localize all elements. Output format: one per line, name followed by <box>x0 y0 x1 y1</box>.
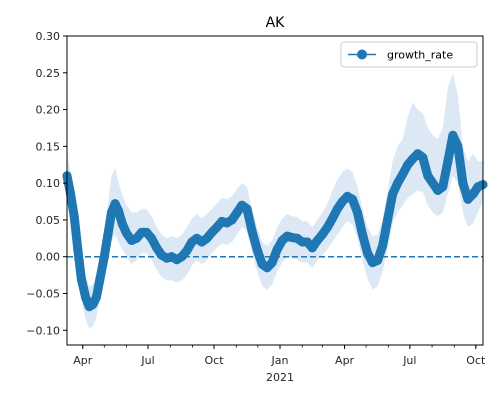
data-point <box>110 199 120 209</box>
data-point <box>468 189 478 199</box>
data-point <box>348 194 357 204</box>
data-point <box>122 228 131 238</box>
x-tick-label: Apr <box>73 354 93 367</box>
data-point <box>272 244 282 254</box>
data-point <box>423 171 433 181</box>
data-point <box>332 204 342 214</box>
x-tick-label: Oct <box>205 354 225 367</box>
data-point <box>95 274 105 284</box>
data-point <box>99 252 109 262</box>
data-point <box>88 300 98 309</box>
x-tick-label: Jul <box>402 354 416 367</box>
data-point <box>322 222 332 232</box>
data-point <box>443 156 453 166</box>
data-point <box>212 222 222 232</box>
data-point <box>114 206 124 216</box>
data-point <box>307 243 317 253</box>
x-tick-label: Oct <box>466 354 486 367</box>
confidence-band <box>67 72 483 329</box>
data-point <box>242 204 252 214</box>
data-point <box>317 230 327 240</box>
data-point <box>81 292 91 302</box>
data-point <box>453 141 463 151</box>
data-point <box>312 236 322 245</box>
data-point <box>182 246 192 256</box>
y-tick-label: 0.10 <box>36 177 61 190</box>
y-tick-label: −0.05 <box>26 288 60 301</box>
x-tick-label: Jan <box>271 354 289 367</box>
x-tick-label: Apr <box>335 354 355 367</box>
legend-marker <box>357 49 367 60</box>
series-points <box>62 130 488 312</box>
data-point <box>373 255 383 265</box>
data-point <box>428 178 438 188</box>
data-point <box>142 227 152 237</box>
confidence-band-area <box>67 72 483 329</box>
data-point <box>247 226 257 236</box>
plot-frame <box>66 35 484 346</box>
y-tick-label: 0.30 <box>36 30 61 43</box>
data-point <box>403 160 413 170</box>
data-point <box>202 233 212 243</box>
data-point <box>69 211 79 221</box>
chart-title: AK <box>266 15 286 31</box>
y-tick-label: 0.25 <box>36 67 61 80</box>
data-point <box>418 152 428 162</box>
data-point <box>378 241 388 251</box>
data-point <box>398 169 408 179</box>
data-point <box>91 292 101 302</box>
data-point <box>177 252 187 262</box>
data-point <box>227 215 237 225</box>
data-point <box>76 274 86 284</box>
y-tick-label: 0.20 <box>36 104 61 117</box>
data-point <box>438 182 448 192</box>
x-axis: Apr Jul Oct Jan Apr Jul Oct 2021 <box>73 345 486 384</box>
data-point <box>383 215 393 225</box>
y-tick-label: 0.00 <box>36 251 61 264</box>
x-tick-label: Jul <box>140 354 154 367</box>
legend-entry-growth-rate: growth_rate <box>387 49 453 62</box>
data-point <box>302 237 312 247</box>
y-tick-label: 0.05 <box>36 214 61 227</box>
data-point <box>73 244 83 254</box>
y-tick-label: −0.10 <box>26 324 60 337</box>
data-point <box>458 178 468 188</box>
data-point <box>107 208 116 218</box>
data-point <box>132 233 142 243</box>
y-tick-label: 0.15 <box>36 140 61 153</box>
data-point <box>232 208 242 218</box>
data-point <box>388 189 398 199</box>
data-point <box>327 214 337 223</box>
data-point <box>117 219 127 229</box>
data-point <box>103 230 113 240</box>
data-point <box>363 248 372 258</box>
legend: growth_rate <box>340 41 478 68</box>
data-point <box>353 208 362 218</box>
data-point <box>152 243 162 253</box>
data-point <box>252 244 262 254</box>
legend-box <box>340 41 478 68</box>
x-year-label: 2021 <box>266 371 294 384</box>
data-point <box>358 230 367 240</box>
data-point <box>66 189 76 199</box>
data-point <box>393 178 403 188</box>
data-point <box>147 233 157 243</box>
data-point <box>267 258 277 268</box>
data-point <box>448 130 458 140</box>
y-axis: −0.10 −0.05 0.00 0.05 0.10 0.15 0.20 0.25 0.30 <box>26 30 67 337</box>
